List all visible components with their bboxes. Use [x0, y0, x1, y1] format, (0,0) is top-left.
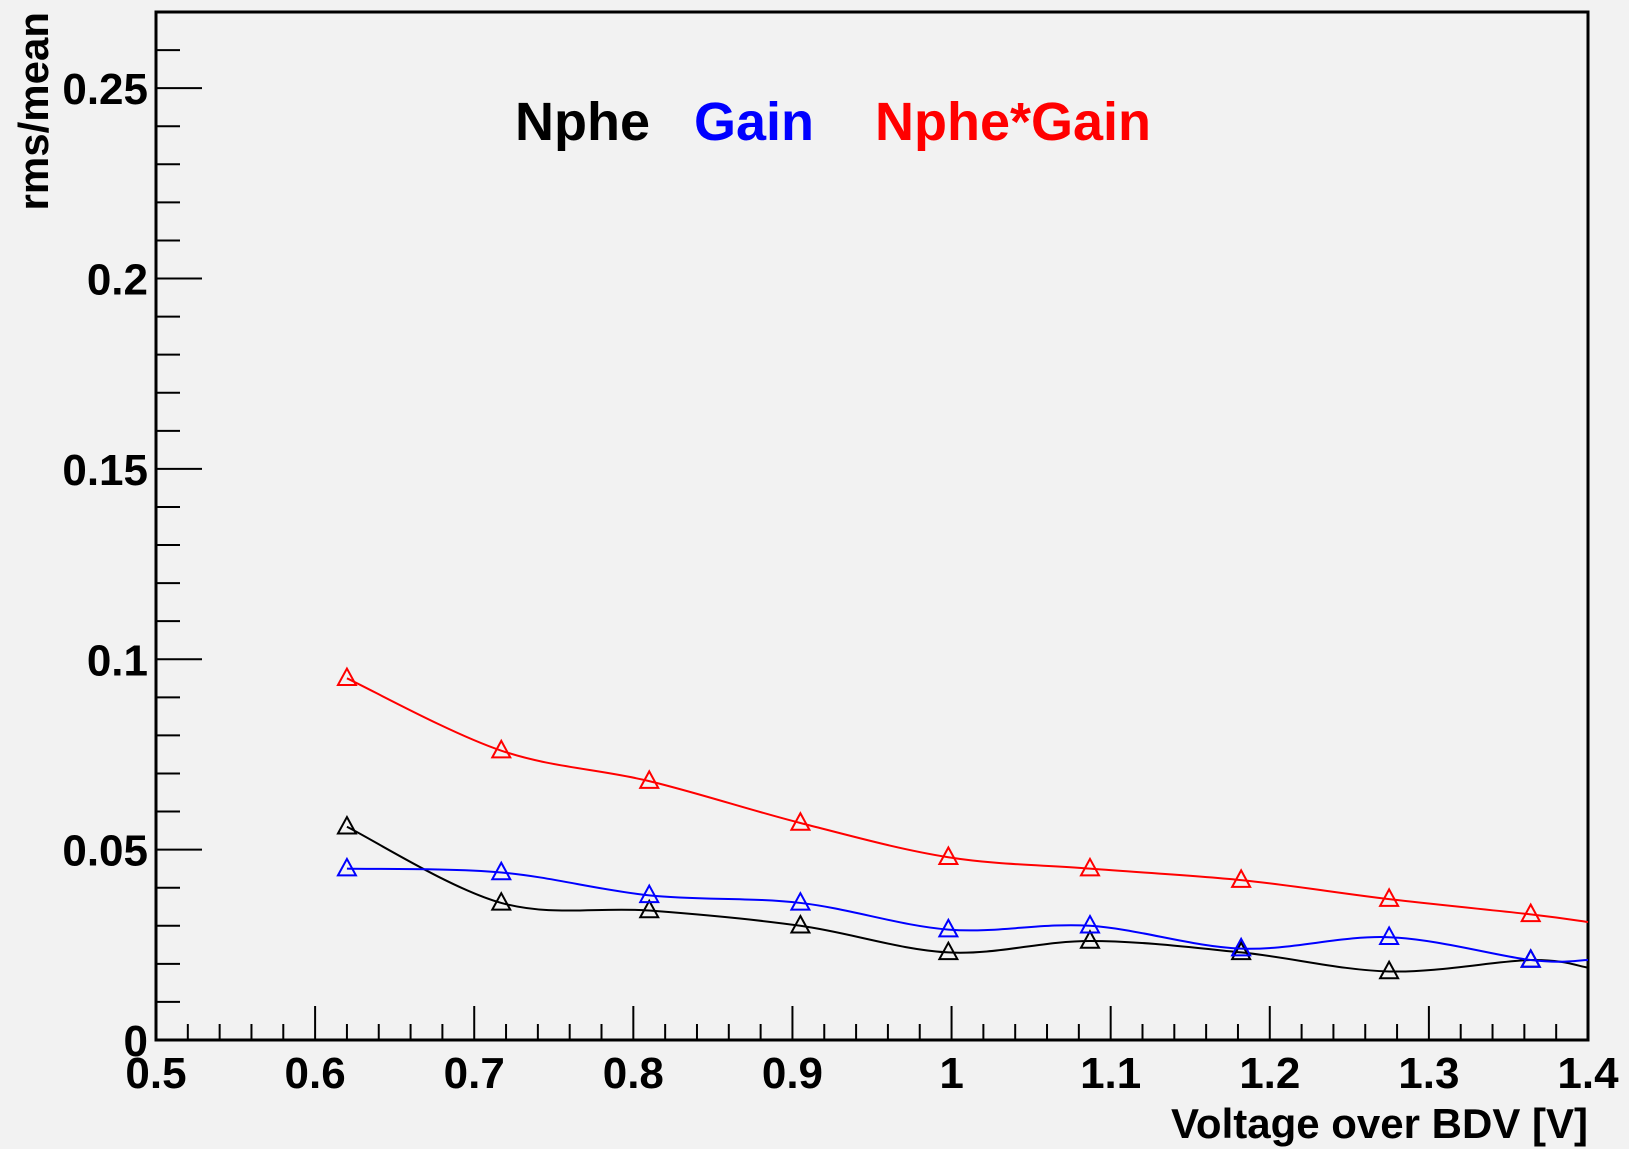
data-point-nphe: [1378, 959, 1400, 980]
data-point-nphe-gain: [1230, 868, 1252, 888]
data-point-nphe: [490, 891, 512, 911]
data-point-nphe: [937, 940, 960, 961]
data-point-gain: [638, 883, 660, 904]
data-point-gain: [1378, 925, 1400, 945]
legend-entry-nphe: Nphe: [515, 92, 650, 152]
data-point-gain: [789, 891, 812, 911]
data-point-nphe-gain: [1378, 887, 1400, 907]
x-tick-label: 1.4: [1557, 1049, 1619, 1098]
data-point-nphe: [336, 814, 358, 835]
data-point-nphe: [789, 913, 812, 934]
data-point-gain: [1520, 948, 1542, 968]
x-tick-label: 1.2: [1239, 1049, 1300, 1098]
y-tick-label: 0.05: [62, 827, 148, 876]
x-tick-label: 0.5: [125, 1049, 186, 1098]
y-tick-label: 0.25: [62, 65, 148, 114]
x-tick-label: 0.8: [603, 1049, 664, 1098]
y-tick-label: 0.2: [87, 256, 148, 305]
axes-layer: 0 0.05 0.1 0.15 0.2 0.25 0.5 0.6 0.7 0.8 0.9 1 1.1 1.…: [62, 11, 1619, 1098]
plot-frame: [154, 10, 1590, 1042]
data-point-gain: [490, 860, 512, 881]
x-tick-label: 1.3: [1398, 1049, 1459, 1098]
data-point-nphe-gain: [789, 811, 812, 831]
data-point-gain: [937, 917, 960, 938]
x-tick-label: 1: [939, 1049, 963, 1098]
y-tick-label: 0: [124, 1017, 148, 1066]
x-tick-label: 1.1: [1080, 1049, 1141, 1098]
data-point-gain: [336, 856, 358, 877]
x-axis-title: Voltage over BDV [V]: [1171, 1100, 1588, 1147]
series-line-nphe: [346, 825, 1589, 973]
series-line-nphe-gain: [346, 677, 1589, 923]
data-point-nphe-gain: [937, 845, 960, 865]
plot-area: [154, 10, 1590, 1042]
data-point-nphe-gain: [336, 666, 358, 687]
series-line-gain: [346, 867, 1589, 963]
data-point-nphe-gain: [490, 738, 512, 759]
series-layer: [336, 666, 1589, 980]
legend-entry-nphe-gain: Nphe*Gain: [875, 92, 1151, 152]
y-axis-title: rms/mean: [10, 12, 57, 210]
x-tick-label: 0.7: [444, 1049, 505, 1098]
data-point-nphe: [1230, 940, 1252, 961]
data-point-nphe: [1079, 929, 1101, 949]
legend-entry-gain: Gain: [694, 92, 814, 152]
data-point-nphe-gain: [1079, 856, 1101, 877]
data-point-nphe: [638, 898, 660, 919]
x-tick-label: 0.9: [762, 1049, 823, 1098]
data-point-nphe-gain: [1520, 902, 1542, 923]
x-tick-label: 0.6: [285, 1049, 346, 1098]
data-point-gain: [1230, 936, 1252, 957]
y-tick-label: 0.15: [62, 446, 148, 495]
y-tick-label: 0.1: [87, 636, 148, 685]
data-point-gain: [1079, 913, 1101, 934]
data-point-nphe-gain: [638, 769, 660, 789]
